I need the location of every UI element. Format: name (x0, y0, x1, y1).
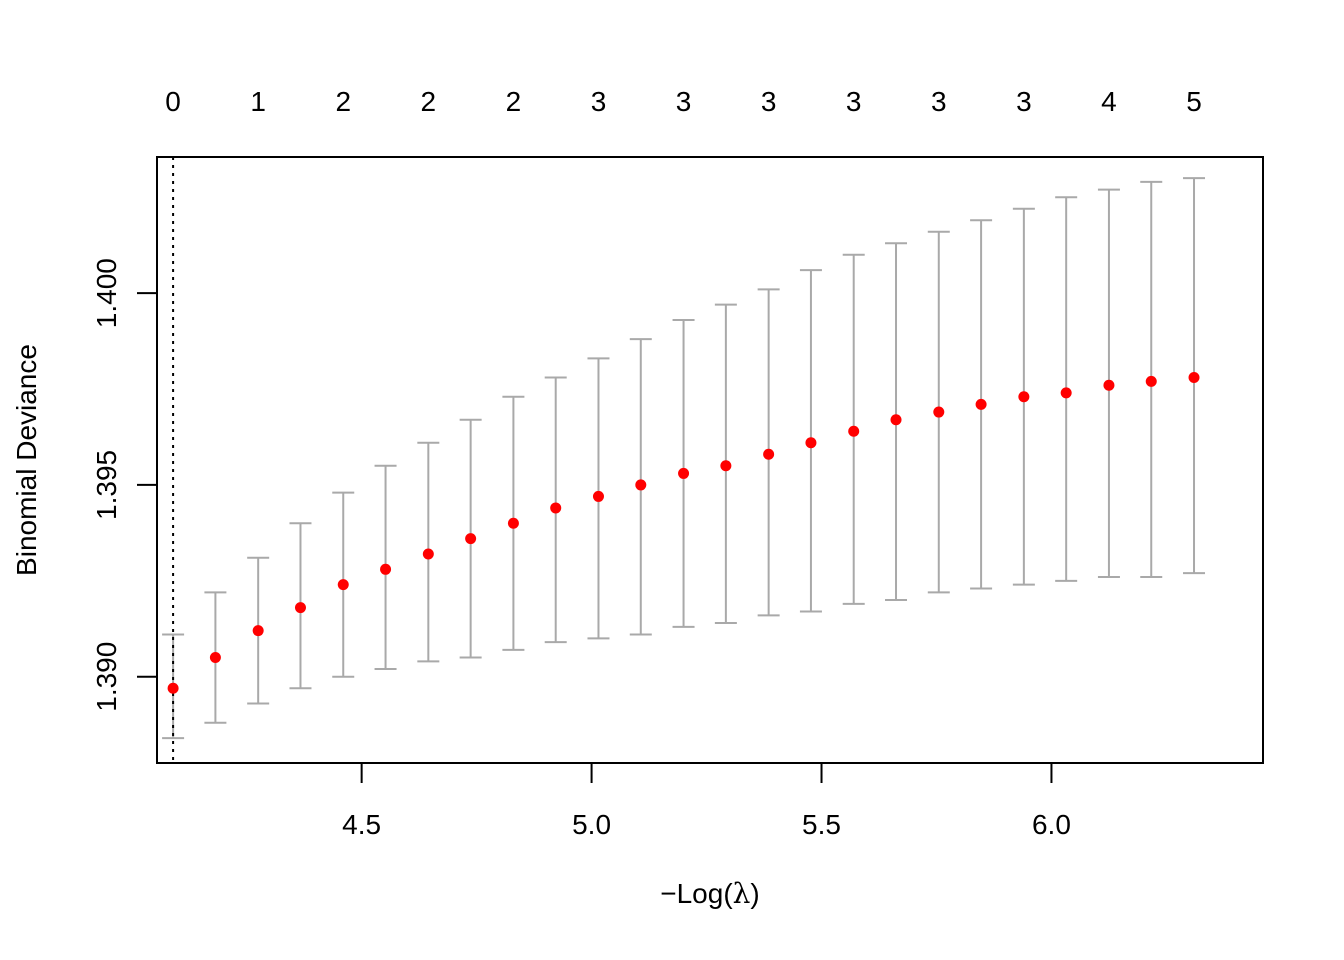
x-axis-title-lambda: λ (733, 877, 751, 910)
data-point (1018, 391, 1030, 403)
x-tick-label: 6.0 (1032, 809, 1071, 840)
data-point (933, 406, 945, 418)
top-tick-label: 2 (421, 86, 437, 117)
top-axis: 0 1 2 2 2 3 3 3 3 3 3 4 5 (165, 86, 1202, 117)
top-tick-label: 3 (676, 86, 692, 117)
top-tick-label: 3 (591, 86, 607, 117)
top-tick-label: 3 (846, 86, 862, 117)
data-point (720, 460, 732, 472)
data-point (294, 602, 306, 614)
data-point (592, 490, 604, 502)
x-tick-label: 4.5 (342, 809, 381, 840)
top-tick-label: 2 (335, 86, 351, 117)
y-tick-label: 1.390 (91, 642, 122, 712)
data-point (1188, 372, 1200, 384)
x-axis: 4.5 5.0 5.5 6.0 (342, 762, 1071, 840)
data-point (337, 579, 349, 591)
data-point (380, 563, 392, 575)
y-tick-label: 1.395 (91, 450, 122, 520)
data-point (252, 625, 264, 637)
data-point (167, 682, 179, 694)
data-point (975, 398, 987, 410)
data-point (209, 652, 221, 664)
top-tick-label: 3 (931, 86, 947, 117)
x-axis-title-suffix: ) (750, 878, 759, 909)
y-tick-label: 1.400 (91, 258, 122, 328)
data-point (1060, 387, 1072, 399)
x-axis-title: −Log(λ) (660, 877, 759, 910)
top-tick-label: 1 (250, 86, 266, 117)
data-point (550, 502, 562, 514)
top-tick-label: 3 (761, 86, 777, 117)
y-axis: 1.390 1.395 1.400 (91, 258, 158, 712)
data-point (422, 548, 434, 560)
data-point (678, 467, 690, 479)
plot-frame (156, 156, 1264, 764)
data-point (1103, 379, 1115, 391)
data-point (763, 448, 775, 460)
data-points (167, 372, 1200, 694)
top-tick-label: 5 (1186, 86, 1202, 117)
data-point (465, 533, 477, 545)
data-point (805, 437, 817, 449)
x-tick-label: 5.0 (572, 809, 611, 840)
data-point (635, 479, 647, 491)
top-tick-label: 4 (1101, 86, 1117, 117)
top-tick-label: 2 (506, 86, 522, 117)
x-axis-title-prefix: −Log( (660, 878, 733, 909)
data-point (1145, 375, 1157, 387)
data-point (507, 517, 519, 529)
y-axis-title: Binomial Deviance (11, 344, 42, 576)
error-bars (162, 177, 1206, 740)
data-point (848, 425, 860, 437)
data-point (890, 414, 902, 426)
x-tick-label: 5.5 (802, 809, 841, 840)
top-tick-label: 0 (165, 86, 181, 117)
top-tick-label: 3 (1016, 86, 1032, 117)
